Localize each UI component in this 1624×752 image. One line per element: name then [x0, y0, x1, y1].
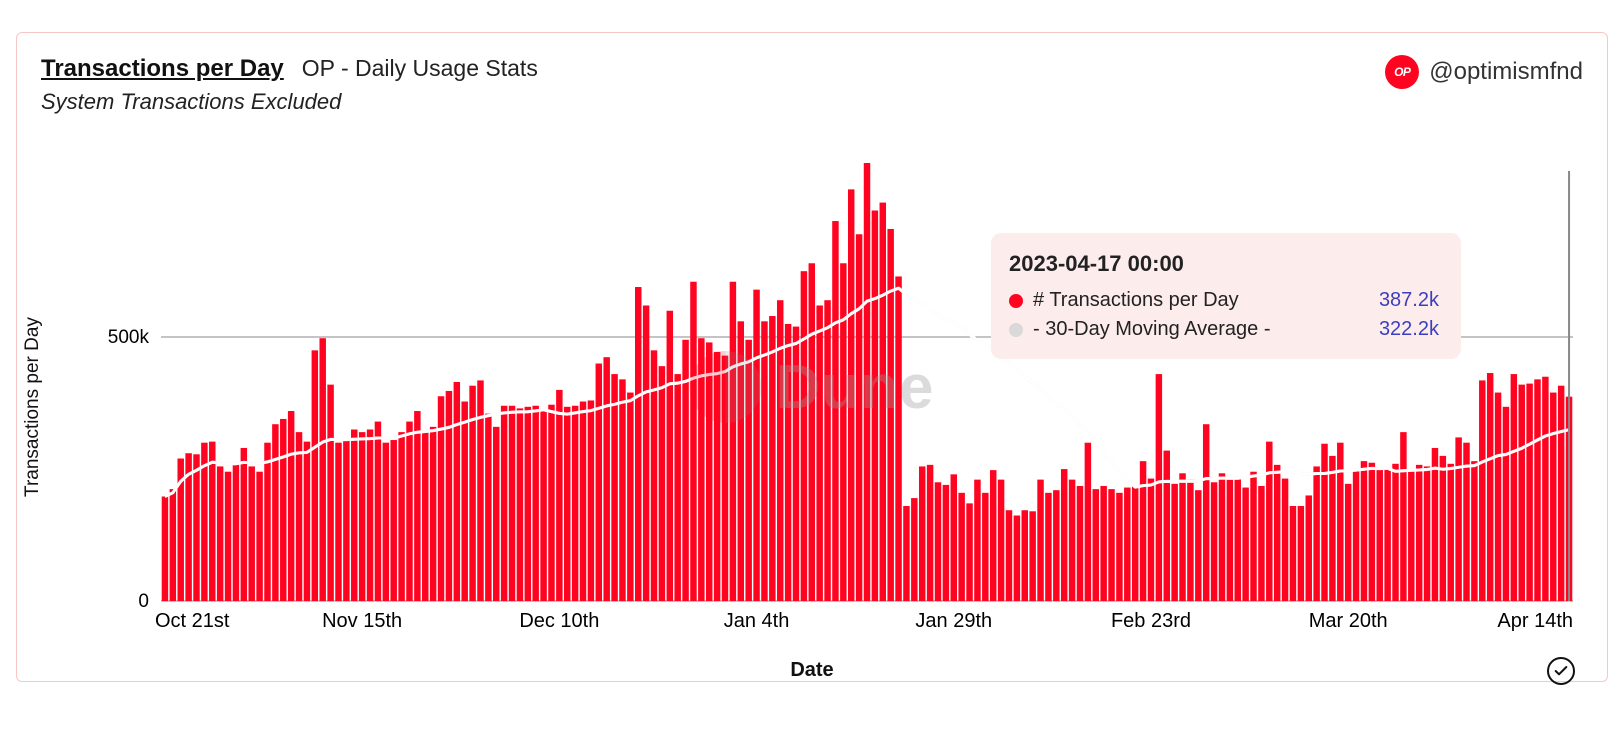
verified-check-icon	[1547, 657, 1575, 685]
chart-subtitle: OP - Daily Usage Stats	[302, 55, 538, 82]
svg-text:Jan 4th: Jan 4th	[724, 610, 790, 632]
tooltip-row-ma: - 30-Day Moving Average - 322.2k	[1009, 318, 1439, 341]
chart-plot-area[interactable]: Transactions per Day 0500kOct 21stNov 15…	[41, 163, 1583, 651]
author-block[interactable]: OP @optimismfnd	[1385, 55, 1583, 89]
tooltip-dot-ma	[1009, 323, 1023, 337]
svg-text:Jan 29th: Jan 29th	[915, 610, 992, 632]
tooltip-dot-transactions	[1009, 294, 1023, 308]
svg-text:500k: 500k	[108, 327, 150, 348]
tooltip-value-transactions: 387.2k	[1379, 289, 1439, 312]
chart-tooltip: 2023-04-17 00:00 # Transactions per Day …	[991, 233, 1461, 359]
card-header: Transactions per Day OP - Daily Usage St…	[41, 55, 1583, 115]
x-axis-label: Date	[790, 659, 833, 682]
svg-text:Feb 23rd: Feb 23rd	[1111, 610, 1191, 632]
tooltip-label-ma: - 30-Day Moving Average -	[1033, 318, 1271, 341]
optimism-logo-icon: OP	[1385, 55, 1419, 89]
tooltip-label-transactions: # Transactions per Day	[1033, 289, 1239, 312]
tooltip-row-transactions: # Transactions per Day 387.2k	[1009, 289, 1439, 312]
chart-card: Transactions per Day OP - Daily Usage St…	[16, 32, 1608, 682]
svg-text:0: 0	[138, 591, 149, 612]
chart-title-link[interactable]: Transactions per Day	[41, 55, 284, 83]
author-handle: @optimismfnd	[1429, 58, 1583, 86]
svg-text:Nov 15th: Nov 15th	[322, 610, 402, 632]
tooltip-timestamp: 2023-04-17 00:00	[1009, 251, 1439, 277]
svg-text:Mar 20th: Mar 20th	[1309, 610, 1388, 632]
svg-text:Dec 10th: Dec 10th	[519, 610, 599, 632]
svg-text:Oct 21st: Oct 21st	[155, 610, 230, 632]
title-block: Transactions per Day OP - Daily Usage St…	[41, 55, 538, 115]
chart-subtitle-secondary: System Transactions Excluded	[41, 89, 538, 115]
tooltip-value-ma: 322.2k	[1379, 318, 1439, 341]
svg-text:Apr 14th: Apr 14th	[1497, 610, 1573, 632]
